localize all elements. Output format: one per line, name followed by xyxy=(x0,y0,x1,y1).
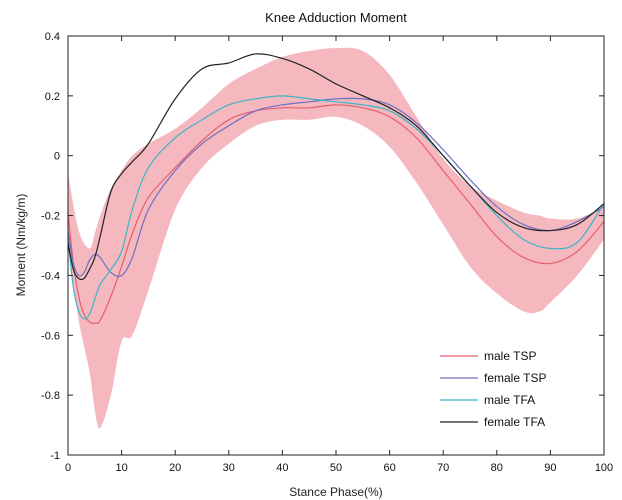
legend-label: female TFA xyxy=(484,415,545,429)
x-axis-label: Stance Phase(%) xyxy=(289,485,382,499)
y-axis-label: Moment (Nm/kg/m) xyxy=(14,194,28,297)
legend: male TSP female TSP male TFA female TFA xyxy=(434,340,592,436)
x-tick-label: 80 xyxy=(491,462,503,474)
x-tick-label: 60 xyxy=(383,462,395,474)
x-tick-label: 30 xyxy=(223,462,235,474)
y-tick-label: 0.2 xyxy=(45,91,60,103)
x-tick-label: 50 xyxy=(330,462,342,474)
x-tick-label: 70 xyxy=(437,462,449,474)
x-tick-label: 20 xyxy=(169,462,181,474)
series-line-male-tfa xyxy=(67,95,605,320)
variance-band xyxy=(68,47,604,429)
y-tick-label: -0.6 xyxy=(41,330,60,342)
series-lines xyxy=(67,53,605,325)
y-tick-label: -0.4 xyxy=(41,270,60,282)
y-axis-ticks: -1 -0.8 -0.6 -0.4 -0.2 0 0.2 0.4 xyxy=(41,31,604,462)
legend-label: female TSP xyxy=(484,371,546,385)
series-line-male-tsp xyxy=(67,104,605,325)
series-line-female-tsp xyxy=(67,97,605,278)
series-line-female-tfa xyxy=(67,53,605,281)
x-axis-ticks: 0 10 20 30 40 50 60 70 80 90 100 xyxy=(65,36,613,474)
x-tick-label: 0 xyxy=(65,462,71,474)
legend-label: male TSP xyxy=(484,349,536,363)
y-tick-label: -1 xyxy=(50,450,60,462)
chart-title: Knee Adduction Moment xyxy=(265,10,407,25)
x-tick-label: 90 xyxy=(544,462,556,474)
x-tick-label: 10 xyxy=(115,462,127,474)
y-tick-label: -0.8 xyxy=(41,390,60,402)
legend-label: male TFA xyxy=(484,393,535,407)
x-tick-label: 100 xyxy=(595,462,613,474)
x-tick-label: 40 xyxy=(276,462,288,474)
y-tick-label: 0.4 xyxy=(45,31,60,43)
std-band-area xyxy=(68,47,604,429)
y-tick-label: -0.2 xyxy=(41,211,60,223)
y-tick-label: 0 xyxy=(54,151,60,163)
